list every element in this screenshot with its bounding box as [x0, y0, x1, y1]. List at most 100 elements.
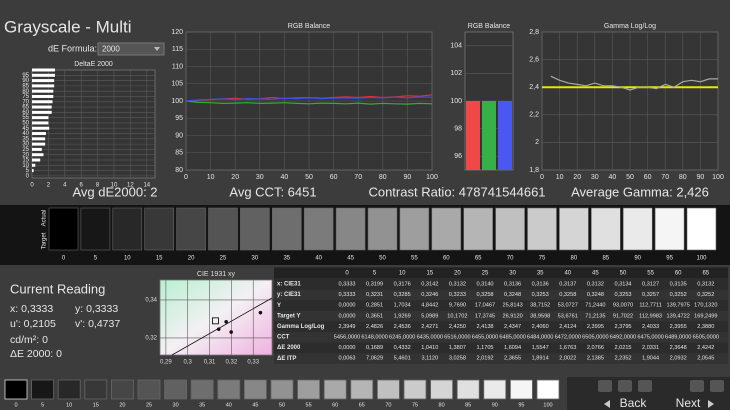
strip-swatch[interactable] [536, 379, 560, 400]
strip-swatch[interactable] [376, 379, 400, 400]
x-tick-label: 60 [330, 174, 338, 181]
y-tick-label: 0 [26, 173, 30, 179]
table-cell: 6148,0000 [361, 334, 387, 340]
table-cell: 2,0192 [476, 356, 493, 362]
strip-swatch[interactable] [111, 379, 134, 400]
stop-button[interactable] [598, 380, 612, 392]
table-column-header: 60 [675, 271, 682, 277]
swatch [271, 207, 302, 251]
strip-swatch[interactable] [350, 379, 374, 400]
formula-dropdown[interactable] [97, 42, 165, 56]
strip-swatch[interactable] [31, 379, 55, 400]
de-bar [32, 68, 55, 72]
table-row-label: Target Y [277, 313, 300, 319]
measured-point [216, 327, 221, 331]
measured-point [224, 319, 228, 324]
pause-button[interactable] [638, 380, 652, 392]
strip-swatch[interactable] [297, 379, 321, 400]
strip-swatch[interactable] [483, 379, 507, 400]
strip-swatch[interactable] [456, 379, 480, 400]
strip-swatch[interactable] [323, 379, 347, 400]
table-column-header: 65 [702, 271, 709, 277]
de-bar [32, 158, 41, 162]
strip-swatch[interactable] [57, 379, 81, 400]
table-cell: 1,3807 [449, 345, 466, 351]
table-cell: 2,0022 [559, 356, 576, 362]
y-tick-label: 70 [22, 99, 29, 105]
back-arrow[interactable] [604, 400, 610, 408]
table-cell: 0,3132 [697, 281, 714, 287]
table-column-header: 20 [454, 271, 461, 277]
rgb-bar [466, 101, 480, 170]
next-button[interactable]: Next [676, 396, 701, 410]
swatch [176, 207, 206, 251]
x-tick-label: 40 [609, 174, 617, 181]
table-cell: 0,4332 [394, 345, 411, 351]
table-cell: 0,0000 [338, 313, 355, 319]
swatch [208, 207, 238, 251]
x-tick-label: 20 [573, 174, 581, 181]
rgb-bar [482, 101, 496, 170]
y-tick-label: 100 [450, 98, 462, 105]
options-button[interactable] [690, 380, 704, 392]
table-column-header: 15 [426, 271, 433, 277]
reading-line: x: 0,3333 [10, 303, 53, 315]
play-button[interactable] [618, 380, 632, 392]
strip-swatch[interactable] [243, 379, 267, 400]
y-tick-label: 2,4 [529, 84, 539, 91]
y-tick-label: 65 [22, 105, 29, 111]
table-cell: 2,4347 [504, 324, 521, 330]
y-tick-label: 35 [22, 136, 29, 142]
y-tick-label: 105 [171, 81, 183, 88]
swatch-label: 5 [94, 256, 98, 262]
strip-swatch[interactable] [430, 379, 454, 400]
table-cell: 5,4601 [394, 356, 411, 362]
strip-swatch[interactable] [137, 379, 161, 400]
de-bar [32, 132, 46, 136]
chart-title: DeltaE 2000 [74, 61, 113, 68]
strip-swatch[interactable] [190, 379, 214, 400]
x-tick-label: 0 [30, 183, 34, 189]
target-label: Target [42, 232, 48, 249]
table-cell: 1,6763 [559, 345, 576, 351]
table-cell: 170,1320 [694, 303, 717, 309]
table-row-label: x: CIE31 [277, 282, 301, 288]
y-tick-label: 0,34 [145, 298, 157, 304]
table-cell: 6505,0000 [582, 334, 608, 340]
table-cell: 2,4242 [697, 345, 714, 351]
swatch-label: 65 [475, 256, 482, 262]
strip-swatch[interactable] [164, 379, 188, 400]
strip-label: 0 [14, 402, 17, 408]
y-tick-label: 45 [22, 126, 29, 132]
strip-swatch[interactable] [217, 379, 241, 400]
x-tick-label: 90 [697, 174, 705, 181]
next-arrow[interactable] [708, 400, 714, 408]
strip-swatch[interactable] [270, 379, 294, 400]
back-button[interactable]: Back [620, 396, 648, 410]
table-cell: 1,8914 [532, 356, 549, 362]
table-cell: 2,3995 [587, 324, 604, 330]
table-cell: 0,3231 [366, 292, 383, 298]
x-tick-label: 4 [63, 183, 67, 189]
x-tick-label: 14 [143, 183, 150, 189]
strip-label: 25 [146, 402, 152, 408]
chart-title: Gamma Log/Log [604, 23, 656, 30]
strip-swatch[interactable] [403, 379, 427, 400]
table-cell: 71,2440 [585, 303, 605, 309]
strip-swatch[interactable] [84, 379, 108, 400]
table-cell: 2,4060 [532, 324, 549, 330]
table-cell: 2,2352 [614, 356, 631, 362]
swatch-label: 90 [634, 256, 641, 262]
series-line [185, 96, 433, 102]
strip-swatch[interactable] [509, 379, 533, 400]
formula-value[interactable]: 2000 [102, 45, 120, 54]
strip-swatch[interactable] [4, 379, 28, 400]
forward-button[interactable] [710, 380, 724, 392]
table-cell: 6484,0000 [527, 334, 553, 340]
de-bar [32, 126, 50, 130]
de-bar [32, 163, 36, 167]
x-tick-label: 60 [644, 174, 652, 181]
de-bar [32, 137, 46, 141]
de-bar [32, 100, 53, 104]
table-header [274, 268, 728, 278]
